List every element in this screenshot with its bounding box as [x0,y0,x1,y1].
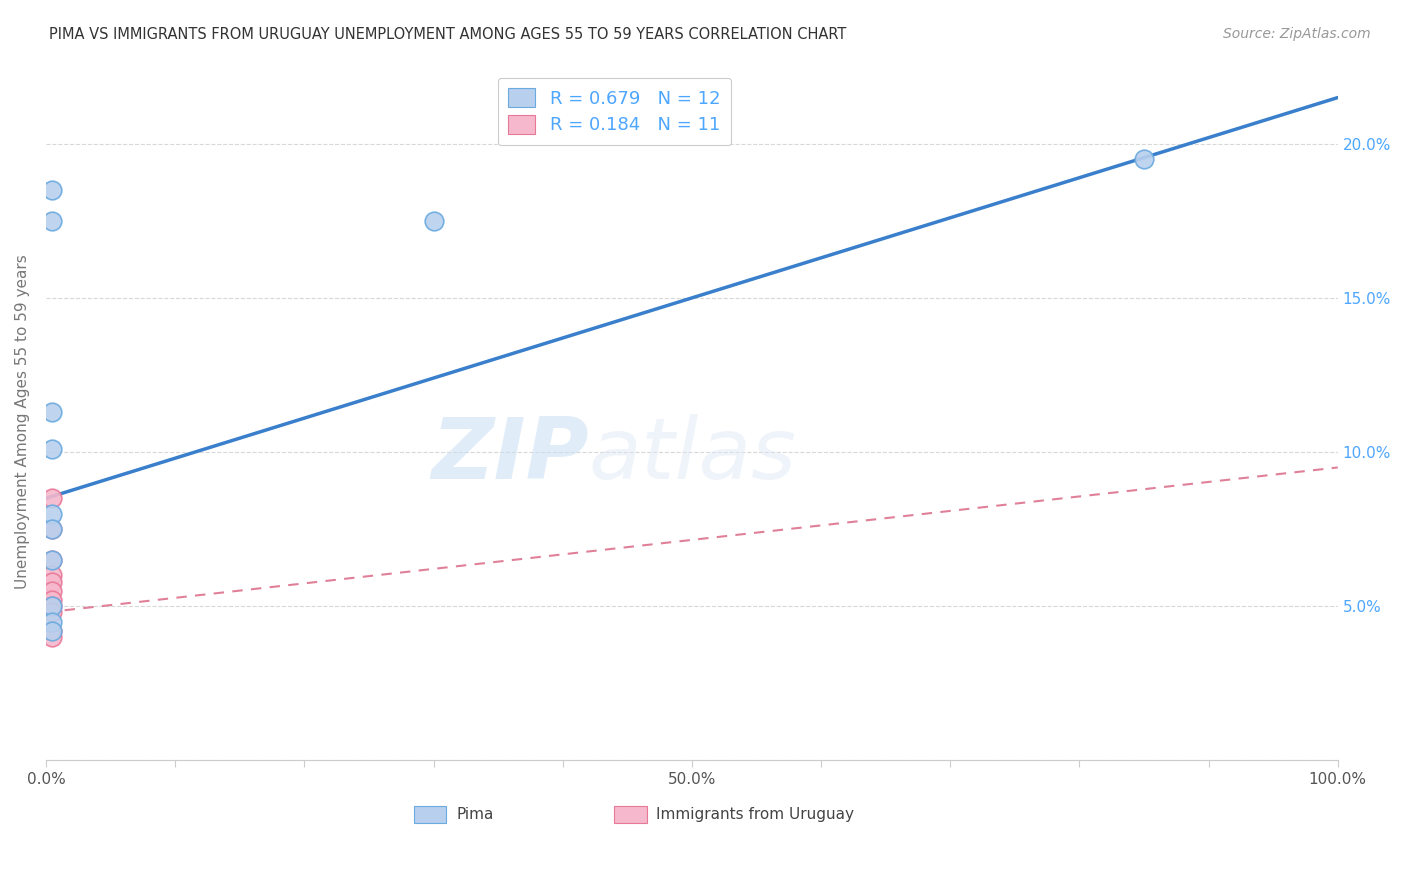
Point [41,491,63,506]
Text: ZIP: ZIP [430,414,589,497]
Point [41,630,63,644]
Point [41,599,63,614]
Text: Immigrants from Uruguay: Immigrants from Uruguay [655,807,853,822]
Point [41,405,63,419]
FancyBboxPatch shape [614,806,647,822]
Point [41,615,63,629]
Point [41,522,63,536]
Text: Source: ZipAtlas.com: Source: ZipAtlas.com [1223,27,1371,41]
Point [41,553,63,567]
Text: PIMA VS IMMIGRANTS FROM URUGUAY UNEMPLOYMENT AMONG AGES 55 TO 59 YEARS CORRELATI: PIMA VS IMMIGRANTS FROM URUGUAY UNEMPLOY… [49,27,846,42]
Point [41,183,63,197]
Point [422,214,444,228]
Point [41,624,63,638]
FancyBboxPatch shape [415,806,447,822]
Point [41,214,63,228]
Text: atlas: atlas [589,414,797,497]
Point [1133,152,1156,166]
Point [41,574,63,589]
Point [41,624,63,638]
Point [41,507,63,521]
Text: Pima: Pima [457,807,494,822]
Point [41,568,63,582]
Y-axis label: Unemployment Among Ages 55 to 59 years: Unemployment Among Ages 55 to 59 years [15,254,30,589]
Legend: R = 0.679   N = 12, R = 0.184   N = 11: R = 0.679 N = 12, R = 0.184 N = 11 [498,78,731,145]
Point [41,522,63,536]
Point [41,605,63,619]
Point [41,583,63,598]
Point [41,599,63,614]
Point [41,593,63,607]
Point [41,553,63,567]
Point [41,442,63,456]
